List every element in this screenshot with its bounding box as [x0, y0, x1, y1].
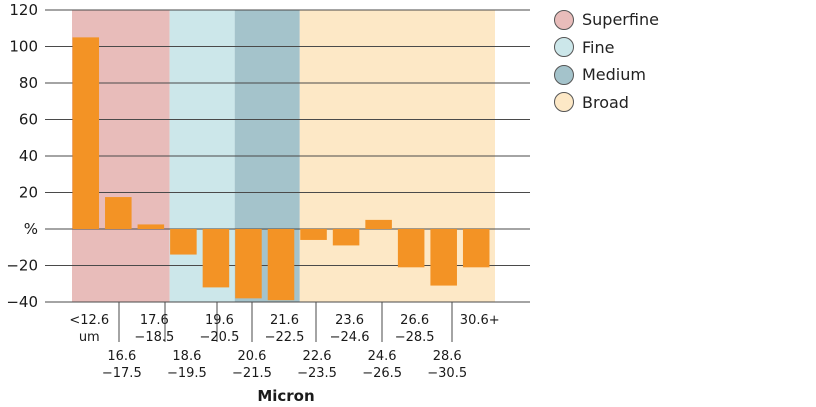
x-tick-label: 30.6+ [460, 313, 500, 328]
x-tick-label: −18.5 [134, 330, 174, 345]
x-tick-label: −21.5 [232, 366, 272, 381]
legend-swatch [554, 64, 574, 85]
y-tick-label: 40 [19, 147, 38, 165]
x-tick-label: −19.5 [167, 366, 207, 381]
bar [397, 229, 425, 268]
legend-swatch [554, 37, 574, 58]
x-tick-label: −26.5 [362, 366, 402, 381]
x-tick-label: −30.5 [427, 366, 467, 381]
bar [235, 229, 262, 299]
x-tick-label: 24.6 [368, 349, 397, 364]
bar [137, 224, 165, 229]
bar [267, 229, 295, 301]
x-tick-label: 21.6 [270, 313, 299, 328]
bar [202, 229, 230, 288]
x-tick-label: 19.6 [205, 313, 234, 328]
x-tick-label: 20.6 [237, 349, 266, 364]
y-tick-label: 60 [19, 111, 38, 129]
y-tick-label: 20 [19, 184, 38, 202]
x-tick-label: 22.6 [303, 349, 332, 364]
y-tick-label: −40 [6, 293, 38, 311]
x-axis-title: Micron [257, 387, 314, 405]
legend-swatch [554, 9, 574, 30]
bar [105, 197, 132, 229]
x-tick-label: 28.6 [433, 349, 462, 364]
x-tick-label: −28.5 [395, 330, 435, 345]
bar [365, 219, 392, 229]
bar [72, 37, 100, 229]
x-tick-label: 26.6 [400, 313, 429, 328]
x-tick-label: −17.5 [102, 366, 142, 381]
legend-item-broad: Broad [554, 89, 659, 117]
legend-item-superfine: Superfine [554, 6, 659, 34]
x-tick-label: 23.6 [335, 313, 364, 328]
bar [300, 229, 327, 240]
y-tick-label: 120 [9, 1, 38, 19]
legend-label: Medium [582, 65, 646, 85]
legend: Superfine Fine Medium Broad [554, 6, 659, 116]
x-tick-label: 17.6 [140, 313, 169, 328]
legend-label: Superfine [582, 10, 659, 30]
legend-label: Broad [582, 92, 629, 112]
legend-label: Fine [582, 37, 615, 57]
x-tick-label: −23.5 [297, 366, 337, 381]
bar [332, 229, 360, 246]
legend-swatch [554, 92, 574, 113]
y-tick-label: 100 [9, 38, 38, 56]
x-tick-label: −22.5 [265, 330, 305, 345]
y-tick-label: 80 [19, 74, 38, 92]
x-tick-label: um [79, 330, 100, 345]
x-tick-label: <12.6 [69, 313, 109, 328]
bar [170, 229, 197, 255]
legend-item-medium: Medium [554, 61, 659, 89]
bar [462, 229, 490, 268]
x-tick-label: −20.5 [200, 330, 240, 345]
y-tick-label: % [24, 220, 38, 238]
x-tick-label: 18.6 [172, 349, 201, 364]
x-tick-label: 16.6 [107, 349, 136, 364]
x-tick-label: −24.6 [330, 330, 370, 345]
y-tick-label: −20 [6, 257, 38, 275]
legend-item-fine: Fine [554, 34, 659, 62]
bar [430, 229, 457, 286]
